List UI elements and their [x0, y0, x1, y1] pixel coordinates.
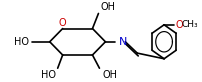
- Text: CH₃: CH₃: [181, 20, 198, 29]
- Text: N: N: [119, 37, 127, 47]
- Text: HO: HO: [14, 37, 29, 47]
- Text: O: O: [59, 18, 66, 28]
- Text: HO: HO: [40, 70, 55, 80]
- Text: OH: OH: [100, 2, 115, 12]
- Text: OH: OH: [102, 70, 117, 80]
- Text: O: O: [174, 20, 182, 30]
